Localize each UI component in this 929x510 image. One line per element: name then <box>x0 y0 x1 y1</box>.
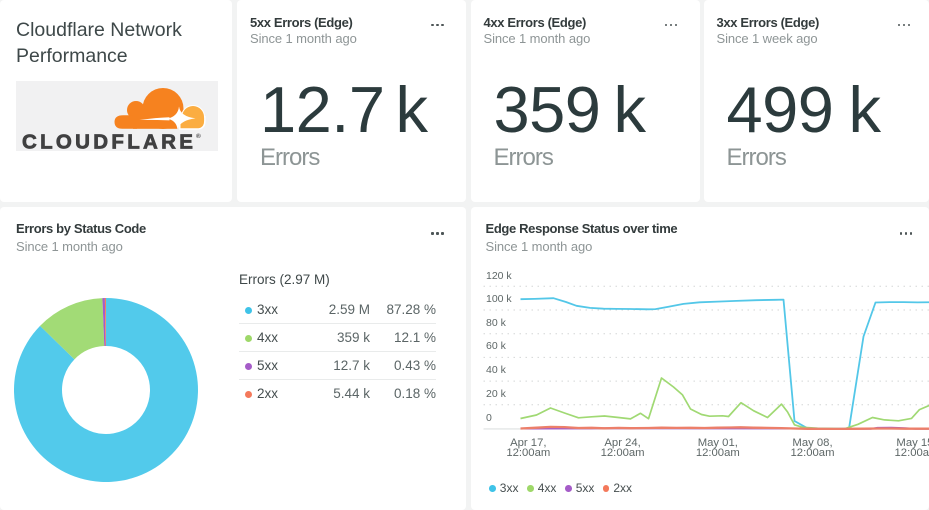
svg-text:CLOUDFLARE: CLOUDFLARE <box>22 131 196 152</box>
svg-text:®: ® <box>196 132 201 140</box>
